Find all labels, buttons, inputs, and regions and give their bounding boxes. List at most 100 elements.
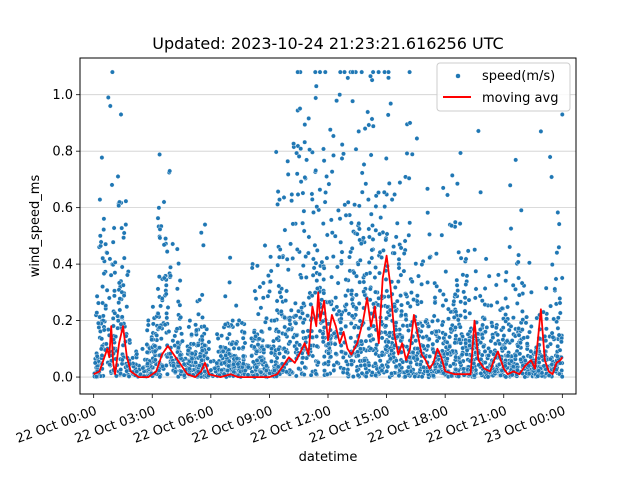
- scatter-point: [119, 225, 125, 231]
- scatter-point: [156, 274, 162, 280]
- scatter-point: [350, 69, 355, 75]
- scatter-point: [366, 122, 372, 128]
- scatter-point: [295, 69, 301, 75]
- scatter-point: [284, 288, 289, 294]
- scatter-point: [399, 334, 405, 340]
- scatter-point: [449, 172, 455, 178]
- scatter-point: [254, 357, 260, 363]
- scatter-point: [287, 339, 293, 345]
- scatter-point: [502, 345, 508, 351]
- scatter-point: [265, 343, 271, 349]
- scatter-point: [112, 293, 117, 299]
- scatter-point: [339, 156, 345, 161]
- scatter-point: [286, 326, 292, 332]
- scatter-point: [557, 347, 563, 353]
- scatter-point: [360, 235, 366, 241]
- scatter-point: [345, 199, 351, 205]
- scatter-point: [300, 310, 305, 316]
- scatter-point: [309, 191, 315, 197]
- scatter-point: [543, 285, 549, 291]
- scatter-point: [160, 363, 166, 369]
- scatter-point: [384, 368, 390, 374]
- scatter-point: [477, 293, 483, 299]
- scatter-point: [297, 315, 303, 321]
- scatter-point: [317, 187, 323, 193]
- scatter-point: [451, 361, 457, 367]
- scatter-point: [166, 329, 172, 334]
- scatter-point: [414, 356, 420, 362]
- scatter-point: [376, 190, 381, 196]
- scatter-point: [119, 314, 125, 320]
- scatter-point: [110, 69, 115, 75]
- scatter-point: [157, 226, 163, 232]
- scatter-point: [339, 349, 344, 355]
- scatter-point: [365, 197, 371, 203]
- scatter-point: [516, 332, 522, 338]
- scatter-point: [367, 286, 373, 292]
- scatter-point: [303, 335, 309, 341]
- speed-scatter-series: [91, 69, 565, 380]
- scatter-point: [214, 360, 220, 366]
- scatter-point: [179, 331, 185, 337]
- scatter-point: [108, 272, 114, 278]
- scatter-point: [208, 367, 214, 373]
- scatter-point: [172, 369, 178, 375]
- scatter-point: [472, 247, 478, 253]
- scatter-point: [493, 325, 499, 331]
- scatter-point: [100, 284, 106, 289]
- scatter-point: [358, 338, 364, 344]
- scatter-point: [98, 243, 104, 249]
- scatter-point: [454, 282, 460, 288]
- scatter-point: [503, 296, 509, 301]
- scatter-point: [458, 150, 463, 156]
- y-tick-label: 0.0: [52, 371, 73, 386]
- scatter-point: [103, 241, 109, 247]
- scatter-point: [92, 360, 98, 366]
- scatter-point: [361, 279, 367, 285]
- scatter-point: [206, 346, 212, 352]
- scatter-point: [170, 338, 176, 344]
- scatter-point: [420, 343, 426, 349]
- scatter-point: [274, 298, 280, 304]
- scatter-point: [274, 307, 280, 313]
- scatter-point: [354, 368, 360, 374]
- scatter-point: [262, 243, 268, 248]
- scatter-point: [407, 304, 413, 309]
- scatter-point: [443, 361, 449, 367]
- scatter-point: [240, 344, 246, 350]
- scatter-point: [373, 227, 379, 233]
- scatter-point: [386, 180, 392, 186]
- scatter-point: [320, 339, 326, 345]
- scatter-point: [163, 236, 169, 242]
- scatter-point: [406, 364, 411, 370]
- scatter-point: [319, 259, 325, 265]
- scatter-point: [406, 328, 411, 333]
- scatter-point: [549, 174, 554, 180]
- scatter-point: [315, 360, 321, 365]
- scatter-point: [187, 318, 193, 323]
- scatter-point: [282, 315, 288, 321]
- scatter-point: [111, 225, 117, 231]
- scatter-point: [330, 254, 336, 260]
- scatter-point: [545, 344, 551, 349]
- scatter-point: [94, 310, 100, 316]
- scatter-point: [451, 298, 457, 304]
- scatter-point: [196, 363, 202, 369]
- scatter-point: [327, 127, 333, 133]
- scatter-point: [401, 251, 407, 256]
- scatter-point: [354, 231, 360, 237]
- scatter-point: [336, 308, 342, 314]
- scatter-point: [117, 296, 123, 302]
- scatter-point: [355, 261, 361, 267]
- scatter-point: [115, 313, 121, 319]
- scatter-point: [274, 336, 280, 342]
- scatter-point: [214, 331, 220, 337]
- scatter-point: [289, 198, 294, 204]
- scatter-point: [472, 295, 478, 301]
- scatter-point: [301, 372, 307, 377]
- scatter-point: [205, 356, 210, 361]
- scatter-point: [445, 351, 450, 357]
- scatter-point: [379, 335, 385, 341]
- scatter-point: [260, 280, 266, 286]
- scatter-point: [181, 372, 187, 378]
